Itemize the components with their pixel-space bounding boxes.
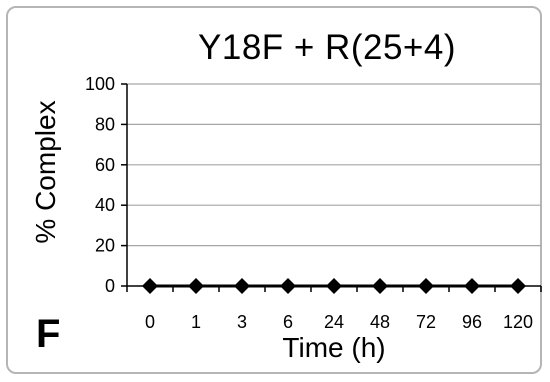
x-axis-label: Time (h) — [282, 332, 386, 363]
y-tick-label: 0 — [105, 276, 115, 296]
chart-frame — [6, 6, 542, 374]
y-tick-label: 20 — [95, 236, 115, 256]
data-point-marker — [326, 278, 342, 294]
panel-label: F — [36, 312, 61, 356]
data-point-marker — [372, 278, 388, 294]
data-point-marker — [464, 278, 480, 294]
y-tick-label: 80 — [95, 114, 115, 134]
y-tick-label: 60 — [95, 155, 115, 175]
x-tick-label: 120 — [503, 312, 533, 332]
data-point-marker — [234, 278, 250, 294]
x-tick-label: 6 — [283, 312, 293, 332]
data-point-marker — [510, 278, 526, 294]
x-tick-label: 0 — [145, 312, 155, 332]
data-point-marker — [418, 278, 434, 294]
x-tick-label: 24 — [324, 312, 344, 332]
data-point-marker — [142, 278, 158, 294]
y-tick-label: 100 — [85, 74, 115, 94]
y-tick-label: 40 — [95, 195, 115, 215]
x-tick-label: 3 — [237, 312, 247, 332]
x-tick-label: 48 — [370, 312, 390, 332]
data-point-marker — [188, 278, 204, 294]
x-tick-label: 1 — [191, 312, 201, 332]
chart-title: Y18F + R(25+4) — [198, 28, 456, 67]
x-tick-label: 96 — [462, 312, 482, 332]
x-tick-label: 72 — [416, 312, 436, 332]
data-point-marker — [280, 278, 296, 294]
